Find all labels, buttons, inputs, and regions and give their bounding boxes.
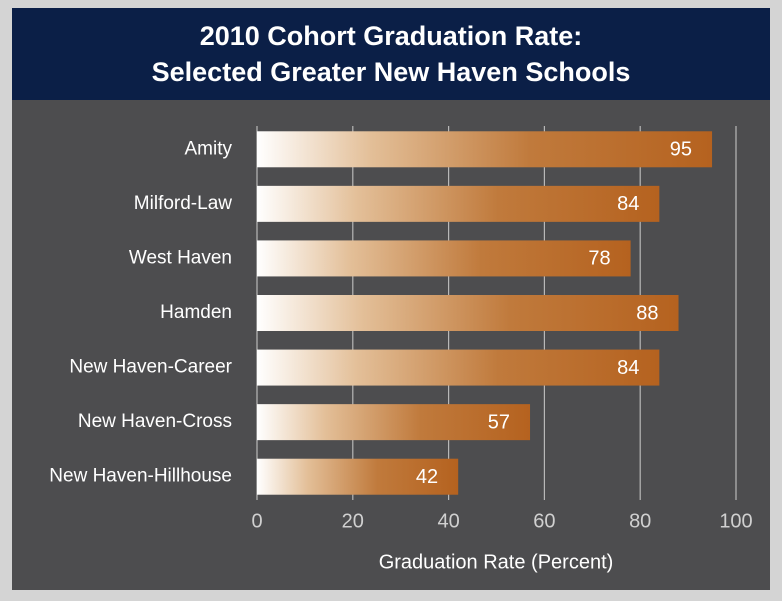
y-tick-label: Amity [185, 138, 233, 159]
x-tick-label: 60 [533, 510, 555, 532]
value-label: 42 [416, 466, 438, 488]
value-label: 95 [670, 139, 692, 161]
bar [257, 131, 713, 168]
y-tick-label: New Haven-Career [69, 357, 232, 378]
bar [257, 458, 459, 495]
y-tick-label: New Haven-Cross [78, 411, 232, 432]
x-tick-label: 100 [719, 510, 752, 532]
panel [12, 100, 770, 590]
x-tick-label: 20 [342, 510, 364, 532]
x-tick-label: 40 [437, 510, 459, 532]
chart-title: Selected Greater New Haven Schools [152, 57, 631, 87]
y-tick-label: West Haven [129, 247, 232, 268]
bar [257, 295, 679, 331]
value-label: 88 [636, 302, 658, 324]
y-tick-label: Milford-Law [134, 193, 232, 214]
y-tick-label: New Haven-Hillhouse [49, 466, 232, 487]
x-tick-label: 80 [629, 510, 651, 532]
x-axis-label: Graduation Rate (Percent) [379, 551, 614, 573]
bar [257, 240, 631, 277]
value-label: 84 [617, 357, 639, 379]
bar [257, 185, 660, 222]
chart-title: 2010 Cohort Graduation Rate: [200, 21, 583, 51]
bar [257, 349, 660, 386]
bar [257, 404, 531, 441]
y-tick-label: Hamden [160, 302, 232, 323]
value-label: 84 [617, 193, 639, 215]
title-box [12, 8, 770, 100]
x-tick-label: 0 [251, 510, 262, 532]
value-label: 57 [488, 411, 510, 433]
value-label: 78 [588, 248, 610, 270]
